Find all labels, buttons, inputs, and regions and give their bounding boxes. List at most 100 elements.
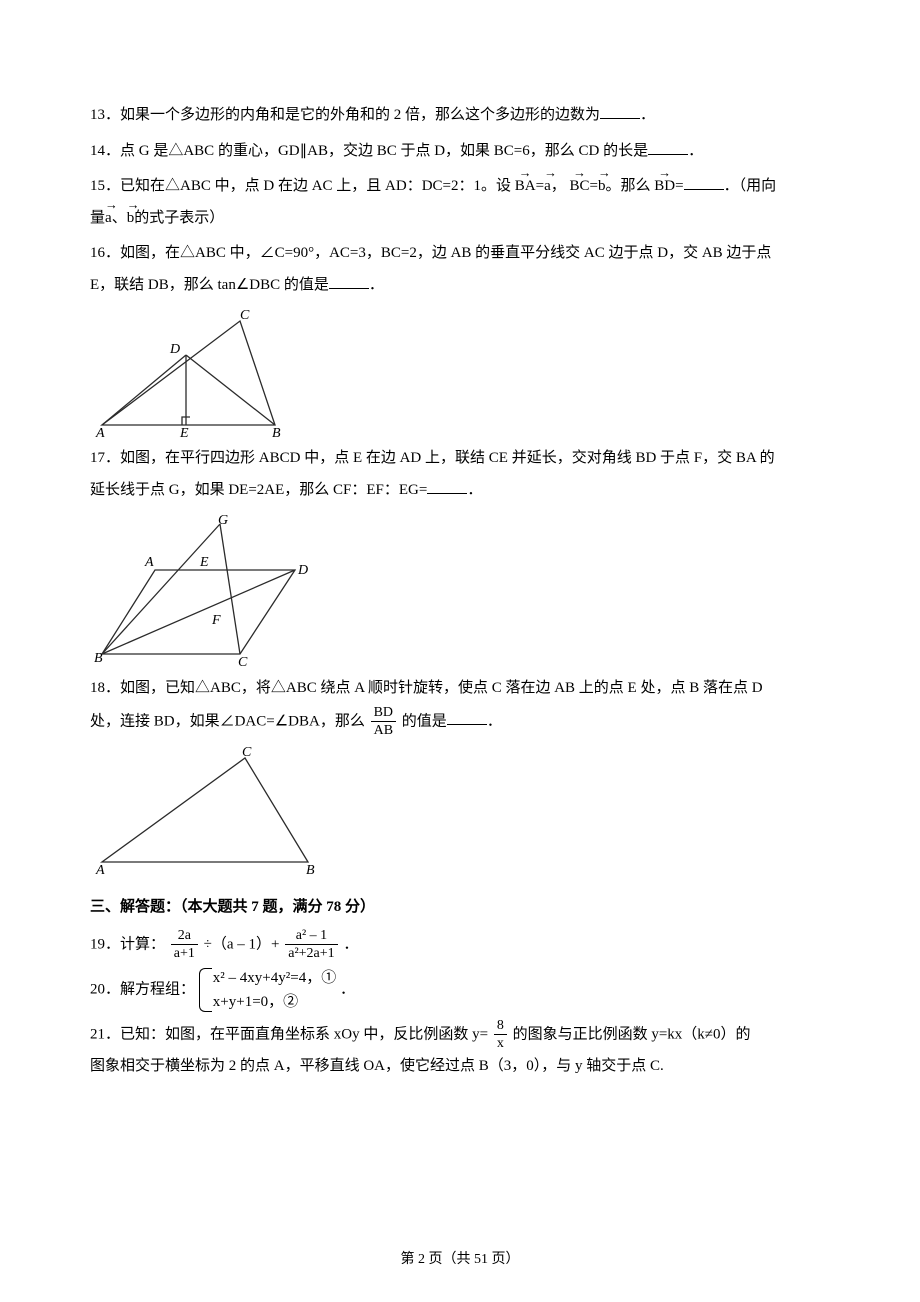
vec-a: a xyxy=(544,171,551,203)
q13-tail: ． xyxy=(640,107,655,123)
q13-number: 13． xyxy=(90,107,120,123)
question-15: 15．已知在△ABC 中，点 D 在边 AC 上，且 AD：DC=2：1。设 B… xyxy=(90,171,830,234)
question-13: 13．如果一个多边形的内角和是它的外角和的 2 倍，那么这个多边形的边数为 ． xyxy=(90,100,830,132)
footer-total: 51 xyxy=(474,1252,488,1267)
q21-line1b: 的图象与正比例函数 y=kx（k≠0）的 xyxy=(513,1026,751,1042)
q21-frac: 8 x xyxy=(494,1018,507,1052)
q19-f2-num: a² – 1 xyxy=(285,928,337,945)
q20-row2: x+y+1=0，② xyxy=(213,990,336,1014)
vec-bd: BD xyxy=(654,171,675,203)
q21-f-num: 8 xyxy=(494,1018,507,1035)
q17-line2a: 延长线于点 G，如果 DE=2AE，那么 CF：EF：EG= xyxy=(90,482,427,498)
q21-number: 21． xyxy=(90,1026,120,1042)
lbl-G17: G xyxy=(218,513,228,528)
vec-bc: BC xyxy=(570,171,590,203)
q19-div: ÷（a – 1）+ xyxy=(204,936,280,952)
footer-a: 第 xyxy=(401,1252,415,1267)
q15-comma1: ， xyxy=(551,178,566,194)
q18-frac-num: BD xyxy=(371,705,396,722)
q16-line2a: E，联结 DB，那么 tan∠DBC 的值是 xyxy=(90,277,329,293)
lbl-A18: A xyxy=(95,863,105,874)
q18-line1: 如图，已知△ABC，将△ABC 绕点 A 顺时针旋转，使点 C 落在边 AB 上… xyxy=(120,680,763,696)
q15-tail: ．（用向 xyxy=(724,178,777,194)
q19-number: 19． xyxy=(90,936,120,952)
lbl-A: A xyxy=(95,426,105,437)
question-17: 17．如图，在平行四边形 ABCD 中，点 E 在边 AD 上，联结 CE 并延… xyxy=(90,443,830,506)
q20-tail: ． xyxy=(340,981,355,997)
footer-b: 页（共 xyxy=(429,1252,471,1267)
question-18: 18．如图，已知△ABC，将△ABC 绕点 A 顺时针旋转，使点 C 落在边 A… xyxy=(90,673,830,738)
q16-line1: 如图，在△ABC 中，∠C=90°，AC=3，BC=2，边 AB 的垂直平分线交… xyxy=(120,245,771,261)
q15-text-a: 已知在△ABC 中，点 D 在边 AC 上，且 AD：DC=2：1。设 xyxy=(120,178,511,194)
q15-line2a: 量 xyxy=(90,210,105,226)
q19-f1-num: 2a xyxy=(171,928,198,945)
page-footer: 第 2 页（共 51 页） xyxy=(0,1245,920,1274)
q16-figure: A E B D C xyxy=(90,307,830,437)
q14-blank xyxy=(648,139,688,155)
q16-tail: ． xyxy=(369,277,384,293)
lbl-D17: D xyxy=(297,563,308,578)
q18-line2b: 的值是 xyxy=(402,713,447,729)
q14-text: 点 G 是△ABC 的重心，GD∥AB，交边 BC 于点 D，如果 BC=6，那… xyxy=(120,143,648,159)
lbl-D: D xyxy=(169,342,180,357)
q19-frac1: 2a a+1 xyxy=(171,928,198,962)
q17-line1: 如图，在平行四边形 ABCD 中，点 E 在边 AD 上，联结 CE 并延长，交… xyxy=(120,450,775,466)
q13-blank xyxy=(600,103,640,119)
lbl-F17: F xyxy=(211,613,221,628)
q20-row1: x² – 4xy+4y²=4，① xyxy=(213,966,336,990)
vec-b: b xyxy=(598,171,606,203)
question-16: 16．如图，在△ABC 中，∠C=90°，AC=3，BC=2，边 AB 的垂直平… xyxy=(90,238,830,301)
q15-eq2: = xyxy=(590,178,598,194)
q17-number: 17． xyxy=(90,450,120,466)
lbl-C17: C xyxy=(238,655,248,667)
question-20: 20．解方程组： x² – 4xy+4y²=4，① x+y+1=0，② ． xyxy=(90,966,830,1014)
q19-f1-den: a+1 xyxy=(171,945,198,961)
q19-tail: ． xyxy=(343,936,358,952)
q17-blank xyxy=(427,478,467,494)
q21-line1a: 已知：如图，在平面直角坐标系 xOy 中，反比例函数 y= xyxy=(120,1026,488,1042)
lbl-A17: A xyxy=(144,555,154,570)
q15-text-b: 。那么 xyxy=(605,178,650,194)
footer-page: 2 xyxy=(418,1252,425,1267)
q19-label: 计算： xyxy=(120,936,165,952)
q18-line2a: 处，连接 BD，如果∠DAC=∠DBA，那么 xyxy=(90,713,365,729)
lbl-B18: B xyxy=(306,863,315,874)
q19-f2-den: a²+2a+1 xyxy=(285,945,337,961)
q20-label: 解方程组： xyxy=(120,981,195,997)
q16-number: 16． xyxy=(90,245,120,261)
question-14: 14．点 G 是△ABC 的重心，GD∥AB，交边 BC 于点 D，如果 BC=… xyxy=(90,136,830,168)
q18-tail: ． xyxy=(487,713,502,729)
q20-number: 20． xyxy=(90,981,120,997)
q15-blank xyxy=(684,174,724,190)
footer-c: 页） xyxy=(492,1252,520,1267)
q15-line2c: 的式子表示） xyxy=(134,210,224,226)
vec-a2: a xyxy=(105,203,112,235)
lbl-B: B xyxy=(272,426,281,437)
q15-eq3: = xyxy=(675,178,683,194)
question-21: 21．已知：如图，在平面直角坐标系 xOy 中，反比例函数 y= 8 x 的图象… xyxy=(90,1018,830,1083)
q18-number: 18． xyxy=(90,680,120,696)
q13-text: 如果一个多边形的内角和是它的外角和的 2 倍，那么这个多边形的边数为 xyxy=(120,107,600,123)
q18-blank xyxy=(447,709,487,725)
q18-frac-den: AB xyxy=(371,722,396,738)
q21-f-den: x xyxy=(494,1035,507,1051)
q19-frac2: a² – 1 a²+2a+1 xyxy=(285,928,337,962)
question-19: 19．计算： 2a a+1 ÷（a – 1）+ a² – 1 a²+2a+1 ． xyxy=(90,928,830,962)
lbl-E: E xyxy=(179,426,189,437)
q15-eq1: = xyxy=(536,178,544,194)
q18-figure: A B C xyxy=(90,744,830,874)
q14-tail: ． xyxy=(688,143,703,159)
q17-figure: A B C D E F G xyxy=(90,512,830,667)
q18-frac: BD AB xyxy=(371,705,396,739)
q16-blank xyxy=(329,273,369,289)
lbl-B17: B xyxy=(94,651,103,666)
q21-line2: 图象相交于横坐标为 2 的点 A，平移直线 OA，使它经过点 B（3，0），与 … xyxy=(90,1058,664,1074)
q17-tail: ． xyxy=(467,482,482,498)
q20-system: x² – 4xy+4y²=4，① x+y+1=0，② xyxy=(199,966,336,1014)
page: 13．如果一个多边形的内角和是它的外角和的 2 倍，那么这个多边形的边数为 ． 1… xyxy=(0,0,920,1302)
lbl-C18: C xyxy=(242,745,252,760)
section-3-heading: 三、解答题：（本大题共 7 题，满分 78 分） xyxy=(90,892,830,924)
vec-b2: b xyxy=(127,203,135,235)
lbl-C: C xyxy=(240,308,250,323)
q14-number: 14． xyxy=(90,143,120,159)
